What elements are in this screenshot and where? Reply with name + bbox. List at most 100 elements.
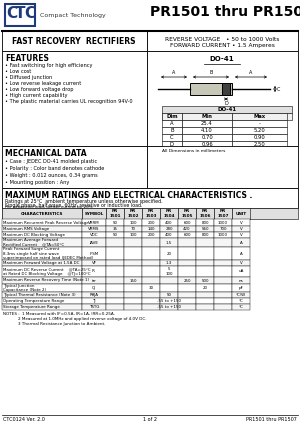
Bar xyxy=(142,304,160,310)
Bar xyxy=(124,247,142,260)
Text: 35: 35 xyxy=(112,227,118,231)
Bar xyxy=(214,292,232,298)
Bar xyxy=(124,238,142,247)
Bar xyxy=(2,238,82,247)
Bar xyxy=(82,304,106,310)
Text: FORWARD CURRENT • 1.5 Amperes: FORWARD CURRENT • 1.5 Amperes xyxy=(169,43,274,48)
Text: C: C xyxy=(6,6,17,21)
Bar xyxy=(142,260,160,266)
Bar xyxy=(142,266,160,277)
Bar xyxy=(2,232,82,238)
Bar xyxy=(214,232,232,238)
Bar xyxy=(178,247,196,260)
Text: C: C xyxy=(170,135,174,140)
Text: 1.5: 1.5 xyxy=(166,241,172,244)
Bar xyxy=(124,232,142,238)
Text: 5
100: 5 100 xyxy=(165,267,173,276)
Bar xyxy=(142,298,160,304)
Bar xyxy=(124,260,142,266)
Text: C: C xyxy=(24,6,35,21)
Text: 0.90: 0.90 xyxy=(254,135,266,140)
Text: Compact Technology: Compact Technology xyxy=(40,13,106,18)
Bar xyxy=(182,141,232,148)
Text: 1000: 1000 xyxy=(218,221,228,224)
Bar xyxy=(196,292,214,298)
Bar xyxy=(160,284,178,292)
Bar xyxy=(160,208,178,219)
Bar xyxy=(124,284,142,292)
Bar xyxy=(178,232,196,238)
Bar xyxy=(178,260,196,266)
Bar xyxy=(232,208,250,219)
Bar xyxy=(124,298,142,304)
Bar xyxy=(160,238,178,247)
Text: 400: 400 xyxy=(165,221,173,224)
Text: PR
1506: PR 1506 xyxy=(199,209,211,218)
Text: Typical Thermal Resistance (Note 3): Typical Thermal Resistance (Note 3) xyxy=(3,293,76,297)
Text: Maximum RMS Voltage: Maximum RMS Voltage xyxy=(3,227,49,231)
Text: ns: ns xyxy=(238,278,243,283)
Text: PR
1501: PR 1501 xyxy=(109,209,121,218)
Bar xyxy=(82,238,106,247)
Bar xyxy=(106,226,124,232)
Bar xyxy=(2,298,82,304)
Bar xyxy=(106,266,124,277)
Bar xyxy=(82,232,106,238)
Text: °C: °C xyxy=(238,305,243,309)
Bar xyxy=(160,219,178,226)
Text: Maximum Recurrent Peak Reverse Voltage: Maximum Recurrent Peak Reverse Voltage xyxy=(3,221,89,224)
Text: V: V xyxy=(240,221,242,224)
Text: SYMBOL: SYMBOL xyxy=(84,212,104,215)
Bar xyxy=(106,219,124,226)
Bar xyxy=(142,292,160,298)
Bar xyxy=(232,113,287,120)
Bar xyxy=(190,83,232,95)
Bar xyxy=(232,260,250,266)
Text: A: A xyxy=(172,70,176,75)
Bar xyxy=(178,219,196,226)
Bar xyxy=(196,208,214,219)
Text: RθJA: RθJA xyxy=(89,293,98,297)
Bar xyxy=(82,292,106,298)
Bar xyxy=(232,219,250,226)
Bar xyxy=(124,304,142,310)
Text: Single phase, half wave, 60Hz, resistive or inductive load.: Single phase, half wave, 60Hz, resistive… xyxy=(5,203,142,208)
Bar xyxy=(106,260,124,266)
Bar xyxy=(196,304,214,310)
Bar xyxy=(162,134,182,141)
Text: IR: IR xyxy=(92,269,96,274)
Text: 250: 250 xyxy=(183,278,191,283)
Bar xyxy=(82,266,106,277)
Text: • The plastic material carries UL recognition 94V-0: • The plastic material carries UL recogn… xyxy=(5,99,133,104)
Bar xyxy=(82,226,106,232)
Bar xyxy=(196,238,214,247)
Text: 50: 50 xyxy=(112,221,118,224)
Text: 25.4: 25.4 xyxy=(201,121,213,126)
Text: 140: 140 xyxy=(147,227,155,231)
Text: • Low forward voltage drop: • Low forward voltage drop xyxy=(5,87,73,92)
Text: 280: 280 xyxy=(165,227,173,231)
Text: 50: 50 xyxy=(167,293,172,297)
Bar xyxy=(124,266,142,277)
Text: For capacitive load, derate current by 20%: For capacitive load, derate current by 2… xyxy=(5,205,93,209)
Text: A: A xyxy=(240,241,242,244)
Bar xyxy=(214,304,232,310)
Bar xyxy=(196,247,214,260)
Bar xyxy=(232,292,250,298)
Text: PR
1504: PR 1504 xyxy=(163,209,175,218)
Bar xyxy=(142,208,160,219)
Text: • Fast switching for high efficiency: • Fast switching for high efficiency xyxy=(5,63,92,68)
Bar xyxy=(178,226,196,232)
Bar xyxy=(2,304,82,310)
Bar xyxy=(124,292,142,298)
Text: 560: 560 xyxy=(201,227,209,231)
Bar xyxy=(2,277,82,284)
Bar xyxy=(124,277,142,284)
Text: 100: 100 xyxy=(129,221,137,224)
Bar xyxy=(196,260,214,266)
Bar xyxy=(2,247,82,260)
Bar xyxy=(232,266,250,277)
Text: 20: 20 xyxy=(167,252,172,255)
Bar xyxy=(2,219,82,226)
Text: 800: 800 xyxy=(201,233,209,237)
